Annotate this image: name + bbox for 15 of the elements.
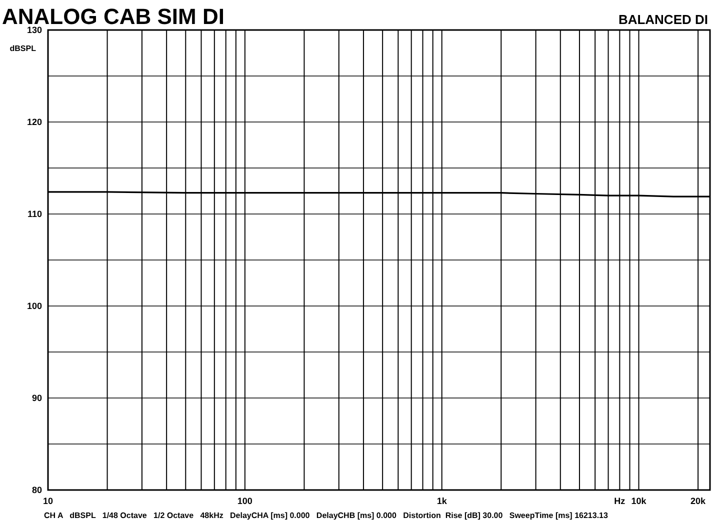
y-tick-label: 130 bbox=[26, 25, 42, 35]
y-tick-label: 80 bbox=[32, 485, 42, 495]
y-tick-label: 90 bbox=[32, 393, 42, 403]
x-tick-label: 100 bbox=[237, 496, 252, 506]
y-tick-label: 120 bbox=[26, 117, 42, 127]
y-tick-label: 100 bbox=[26, 301, 42, 311]
x-axis-title: Hz bbox=[614, 496, 626, 506]
text: CH A dBSPL 1/48 Octave 1/2 Octave 48kHz DelayCHA [ms] 0.000 DelayCHB [ms] 0.000 Distortion Rise [dB] 30.00 SweepTime [ms] 16213.13 bbox=[44, 511, 608, 520]
y-axis-title: dBSPL bbox=[10, 44, 36, 53]
x-tick-label: 1k bbox=[436, 496, 448, 506]
y-tick-label: 110 bbox=[27, 209, 42, 219]
x-tick-label: 20k bbox=[690, 496, 707, 506]
x-tick-label: 10 bbox=[42, 496, 54, 506]
x-tick-label: 10k bbox=[631, 496, 648, 506]
chart-subtitle: BALANCED DI bbox=[618, 12, 708, 27]
